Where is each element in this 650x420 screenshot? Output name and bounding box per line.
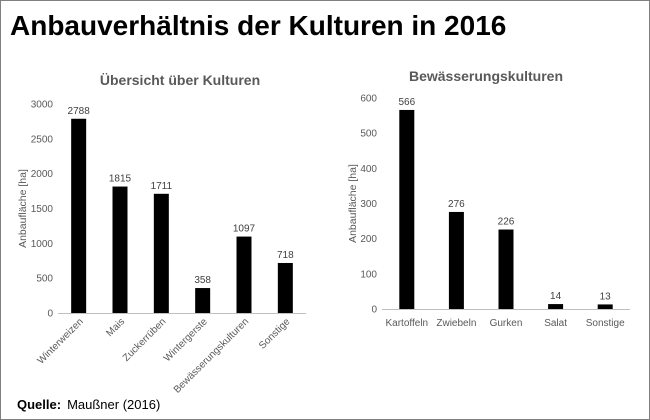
- y-tick-label: 2500: [31, 134, 54, 145]
- x-tick-label: Salat: [544, 318, 567, 329]
- chart-title: Übersicht über Kulturen: [100, 72, 260, 88]
- y-axis-title: Anbaufläche [ha]: [17, 169, 29, 248]
- bar: [236, 236, 252, 313]
- source-text: Maußner (2016): [67, 397, 160, 412]
- y-tick-label: 400: [360, 164, 377, 175]
- y-tick-label: 500: [360, 129, 377, 140]
- data-label: 14: [550, 291, 562, 302]
- data-label: 226: [498, 217, 515, 228]
- y-tick-label: 0: [371, 305, 377, 316]
- x-tick-label: Kartoffeln: [385, 318, 428, 329]
- data-label: 1711: [151, 181, 173, 192]
- y-tick-label: 300: [360, 199, 377, 210]
- y-tick-label: 0: [47, 309, 53, 320]
- bar: [71, 118, 87, 313]
- y-tick-label: 2000: [31, 169, 54, 180]
- y-tick-label: 600: [360, 94, 377, 105]
- data-label: 718: [277, 250, 294, 261]
- bar: [448, 211, 464, 309]
- bar: [597, 304, 613, 309]
- y-tick-label: 3000: [31, 100, 54, 111]
- y-tick-label: 200: [360, 234, 377, 245]
- data-label: 276: [448, 199, 465, 210]
- y-tick-label: 1000: [31, 239, 54, 250]
- bar: [498, 229, 514, 309]
- y-tick-label: 500: [36, 274, 53, 285]
- y-tick-label: 1500: [31, 204, 54, 215]
- source-note: Quelle: Maußner (2016): [17, 397, 160, 412]
- data-label: 1097: [233, 224, 256, 235]
- bar: [195, 288, 211, 313]
- bar-chart-2: Bewässerungskulturen Anbaufläche [ha] 0 100…: [347, 68, 630, 329]
- y-axis-title: Anbaufläche [ha]: [347, 164, 359, 243]
- x-tick-label: Sonstige: [586, 318, 625, 329]
- data-label: 566: [398, 97, 415, 108]
- bar: [399, 109, 415, 309]
- bar: [277, 262, 293, 313]
- bar: [153, 193, 169, 313]
- data-label: 2788: [68, 106, 91, 117]
- data-label: 1815: [109, 174, 132, 185]
- bar: [112, 186, 128, 313]
- x-tick-label: Zwiebeln: [436, 318, 476, 329]
- source-label: Quelle:: [17, 397, 61, 412]
- page-title: Anbauverhältnis der Kulturen in 2016: [10, 10, 506, 41]
- data-label: 13: [600, 291, 612, 302]
- x-tick-label: Gurken: [490, 318, 523, 329]
- chart-title: Bewässerungskulturen: [409, 68, 563, 84]
- bar: [548, 304, 564, 309]
- y-tick-label: 100: [360, 269, 377, 280]
- data-label: 358: [194, 275, 211, 286]
